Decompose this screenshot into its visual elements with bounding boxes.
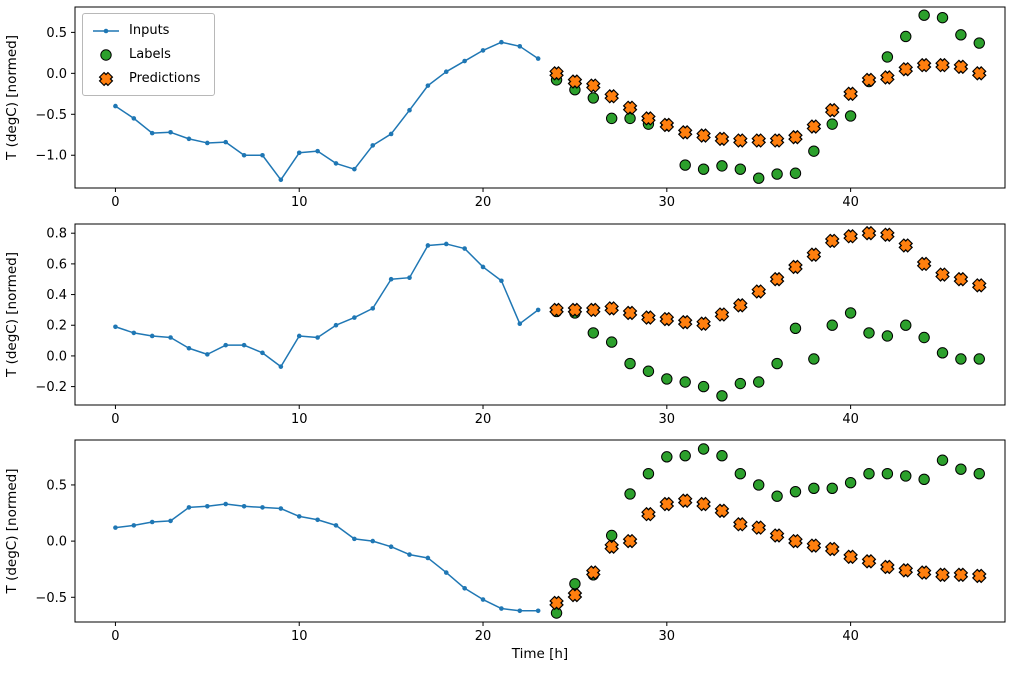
subplot-1: 0 10 20 30 40 0.5 0.0 −0.5 −1.0 T (degC) [normed] (4, 6, 1006, 210)
y-tick-label: 0.0 (46, 67, 67, 82)
series-inputs (113, 39, 541, 183)
labels-circle-marker-icon (91, 47, 121, 63)
legend-item-labels: Labels (91, 45, 200, 64)
axes-frame (74, 439, 1006, 623)
legend-label-inputs: Inputs (129, 22, 170, 38)
y-tick-label: 0.4 (46, 288, 67, 303)
series-inputs (113, 241, 541, 369)
subplot-3: 0 10 20 30 40 0.5 0.0 −0.5 T (degC) [normed] (4, 439, 1006, 644)
x-axis-label: Time [h] (511, 646, 568, 662)
x-tick-label: 30 (659, 412, 676, 427)
y-tick-label: 0.6 (46, 257, 67, 272)
predictions-x-marker-icon (91, 71, 121, 87)
x-tick-label: 0 (111, 629, 119, 644)
axes-frame (74, 223, 1006, 406)
legend: Inputs Labels Predictions (82, 13, 216, 96)
subplot-2: 0 10 20 30 40 0.8 0.6 0.4 0.2 0.0 −0.2 T (degC) [no… (4, 223, 1006, 427)
y-tick-label: −0.5 (35, 108, 67, 123)
y-tick-label: 0.2 (46, 319, 67, 334)
series-predictions (549, 225, 987, 331)
legend-label-predictions: Predictions (129, 70, 201, 86)
x-tick-label: 10 (291, 629, 308, 644)
x-tick-label: 40 (842, 195, 859, 210)
y-tick-label: 0.5 (46, 26, 67, 41)
x-tick-label: 0 (111, 412, 119, 427)
y-axis-label: T (degC) [normed] (4, 35, 20, 161)
axes-frame (74, 6, 1006, 189)
y-tick-label: −1.0 (35, 149, 67, 164)
series-labels (550, 305, 985, 402)
x-tick-label: 10 (291, 195, 308, 210)
x-tick-label: 40 (842, 412, 859, 427)
inputs-line-marker-icon (91, 23, 121, 39)
legend-item-predictions: Predictions (91, 69, 200, 88)
y-axis-label: T (degC) [normed] (4, 469, 20, 595)
x-tick-label: 10 (291, 412, 308, 427)
series-labels (550, 443, 985, 619)
y-tick-label: −0.5 (35, 591, 67, 606)
x-tick-label: 20 (475, 629, 492, 644)
series-inputs (113, 501, 541, 614)
x-tick-label: 40 (842, 629, 859, 644)
series-predictions (549, 57, 987, 148)
y-tick-label: −0.2 (35, 380, 67, 395)
y-tick-label: 0.8 (46, 227, 67, 242)
series-predictions (549, 493, 987, 611)
y-tick-label: 0.0 (46, 349, 67, 364)
x-tick-label: 30 (659, 629, 676, 644)
x-tick-label: 20 (475, 195, 492, 210)
x-tick-label: 20 (475, 412, 492, 427)
y-tick-label: 0.0 (46, 535, 67, 550)
legend-item-inputs: Inputs (91, 21, 200, 40)
y-tick-label: 0.5 (46, 478, 67, 493)
y-axis-label: T (degC) [normed] (4, 252, 20, 378)
legend-label-labels: Labels (129, 46, 171, 62)
x-tick-label: 30 (659, 195, 676, 210)
x-tick-label: 0 (111, 195, 119, 210)
